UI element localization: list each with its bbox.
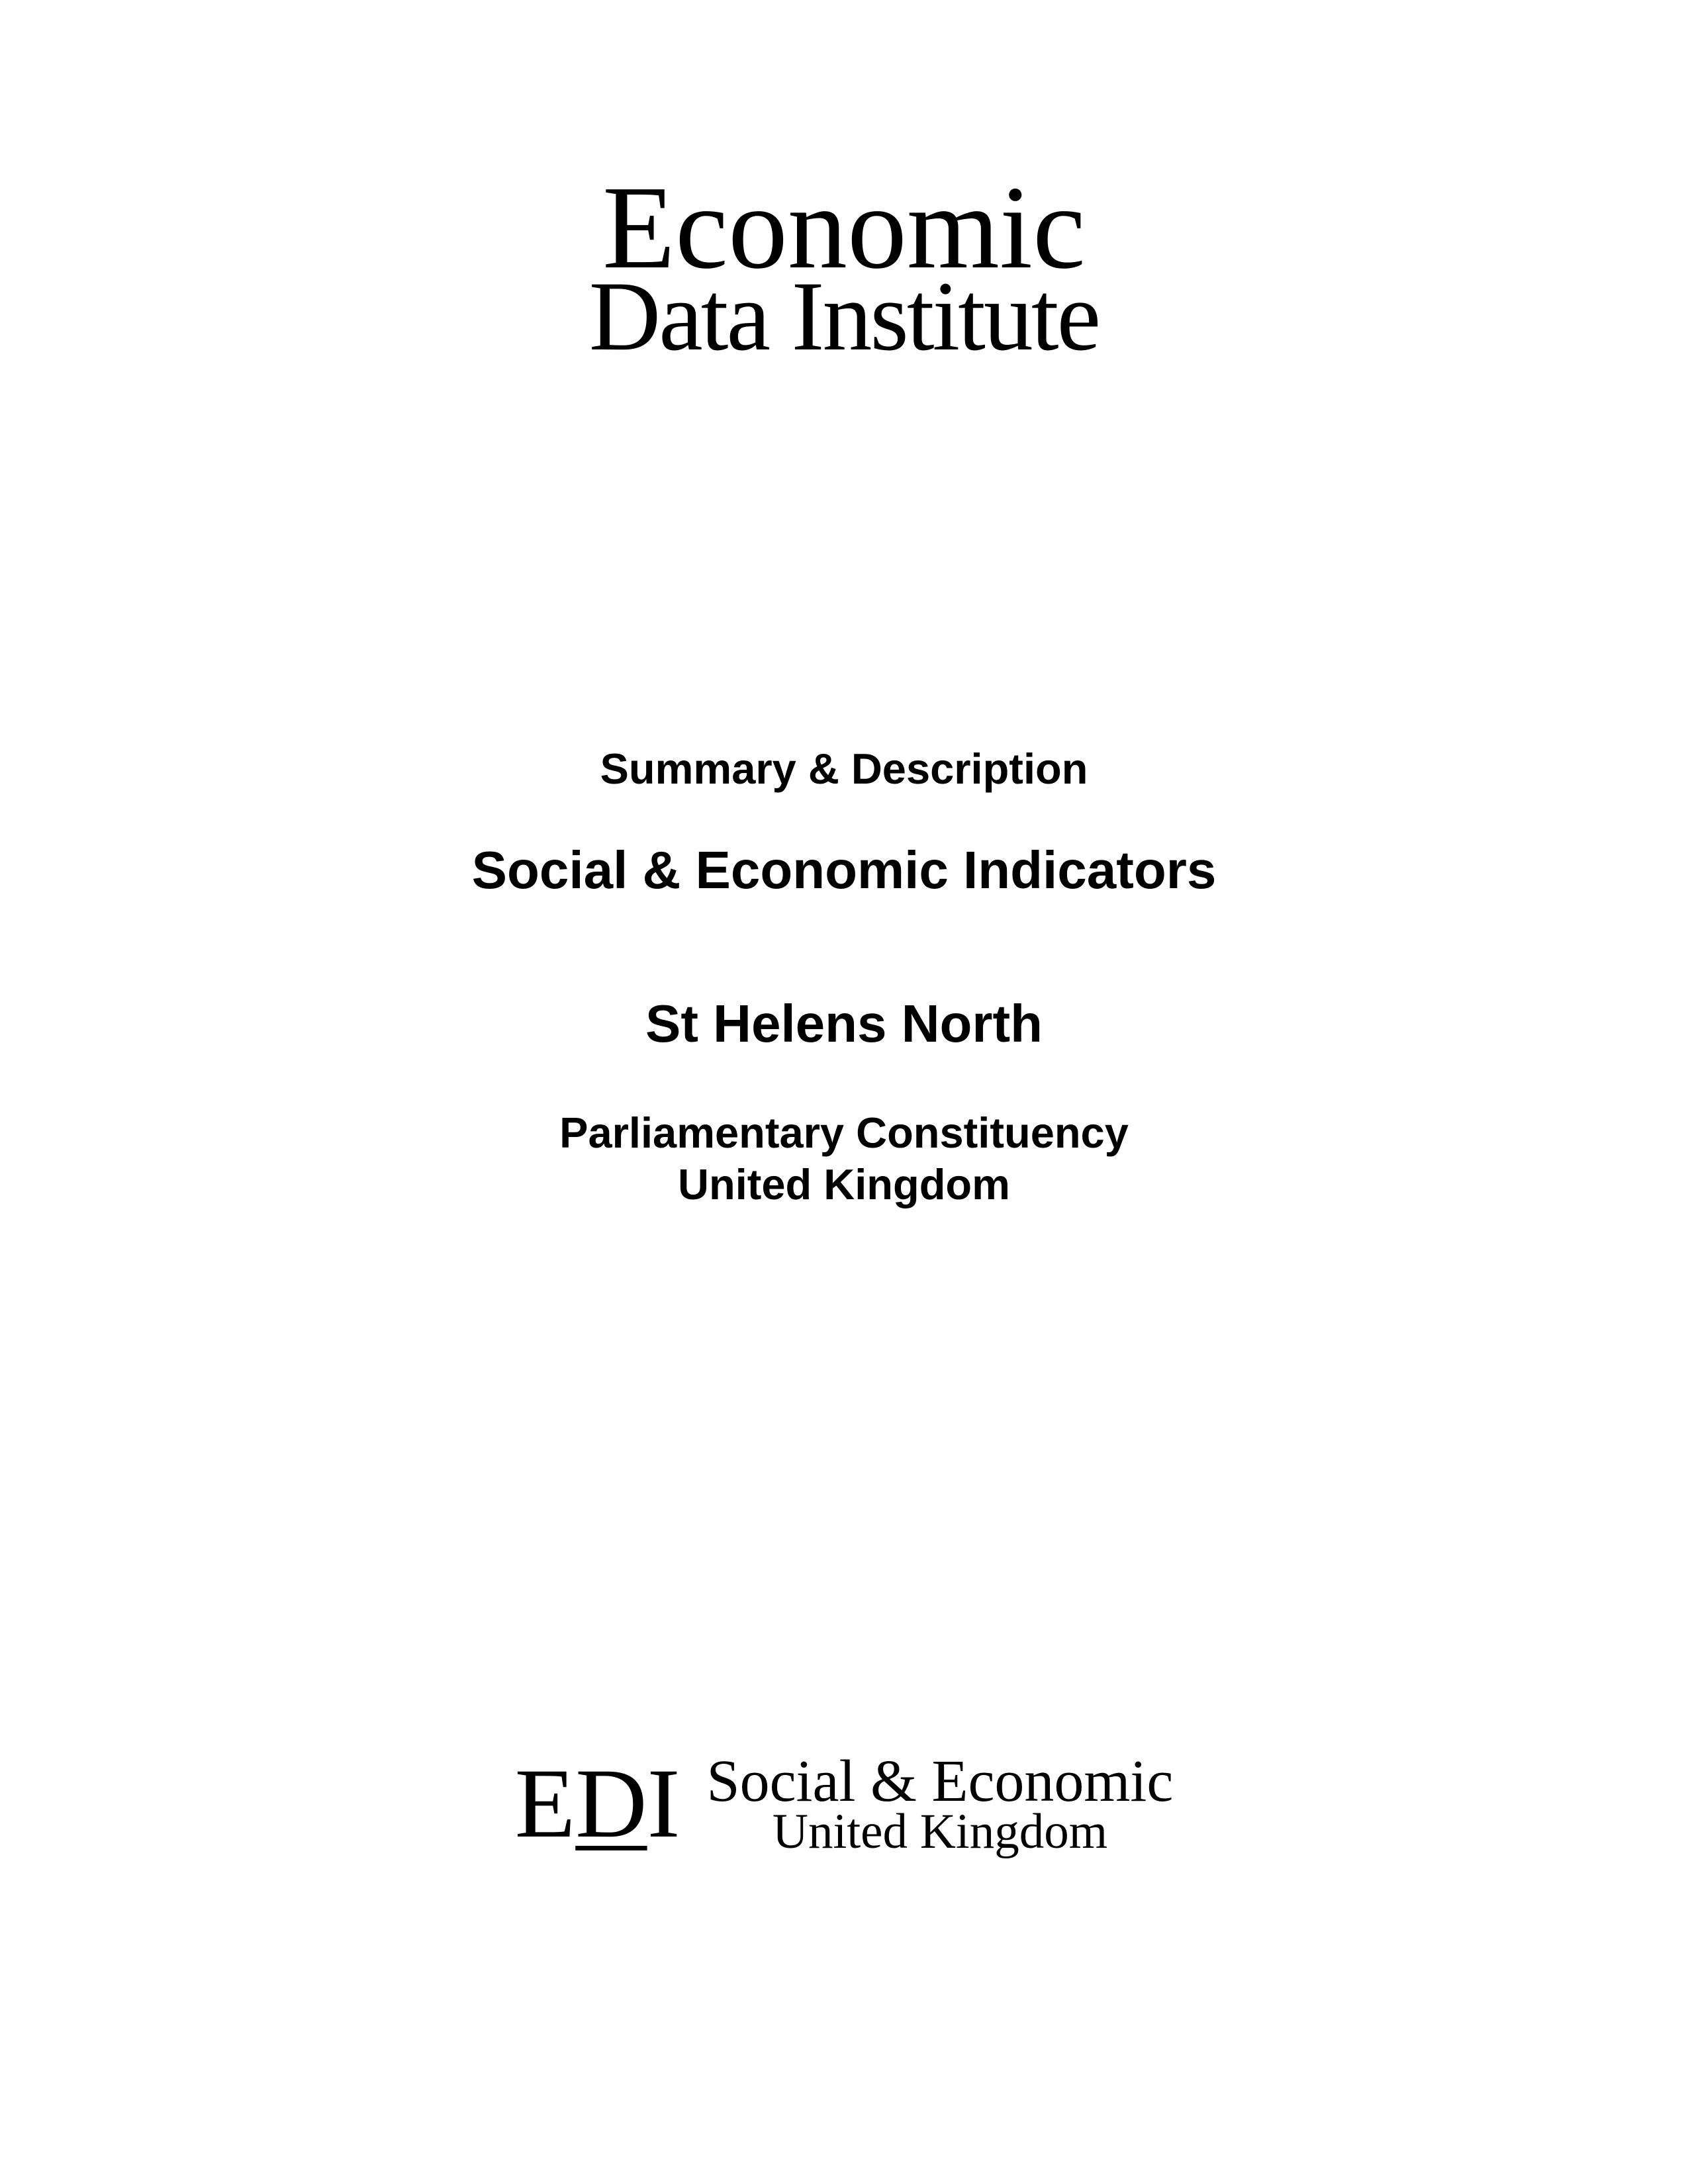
subtitle-line1: Parliamentary Constituency: [472, 1107, 1217, 1159]
main-title: Social & Economic Indicators: [472, 840, 1217, 901]
edi-letter-d: D: [575, 1747, 647, 1860]
bottom-logo-line2: United Kingdom: [707, 1803, 1174, 1860]
summary-description-label: Summary & Description: [472, 744, 1217, 794]
top-logo: Economic Data Institute: [589, 159, 1099, 373]
bottom-logo: EDI Social & Economic United Kingdom: [515, 1747, 1174, 1860]
document-page: Economic Data Institute Summary & Descri…: [0, 0, 1688, 2184]
subtitle-line2: United Kingdom: [472, 1159, 1217, 1210]
edi-mark: EDI: [515, 1747, 680, 1860]
top-logo-line2: Data Institute: [589, 259, 1099, 373]
subtitle: Parliamentary Constituency United Kingdo…: [472, 1107, 1217, 1210]
location-name: St Helens North: [472, 993, 1217, 1054]
bottom-logo-text: Social & Economic United Kingdom: [707, 1747, 1174, 1860]
edi-letter-i: I: [647, 1747, 680, 1860]
edi-letter-e: E: [515, 1747, 576, 1860]
content-block: Summary & Description Social & Economic …: [472, 744, 1217, 1210]
